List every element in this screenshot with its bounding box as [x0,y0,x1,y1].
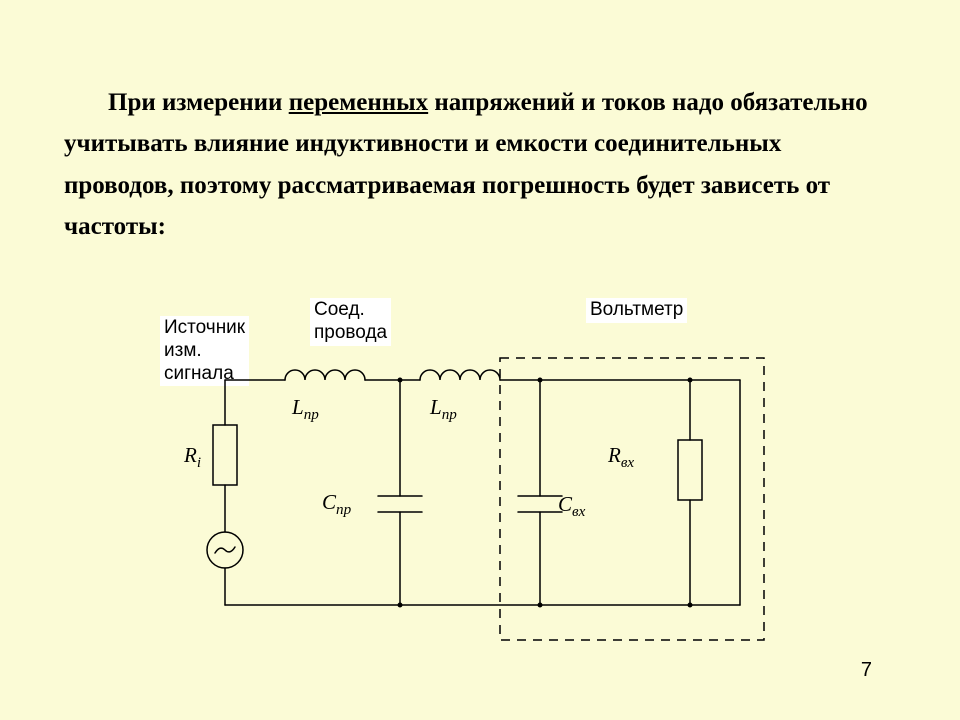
circuit-diagram [0,0,960,720]
